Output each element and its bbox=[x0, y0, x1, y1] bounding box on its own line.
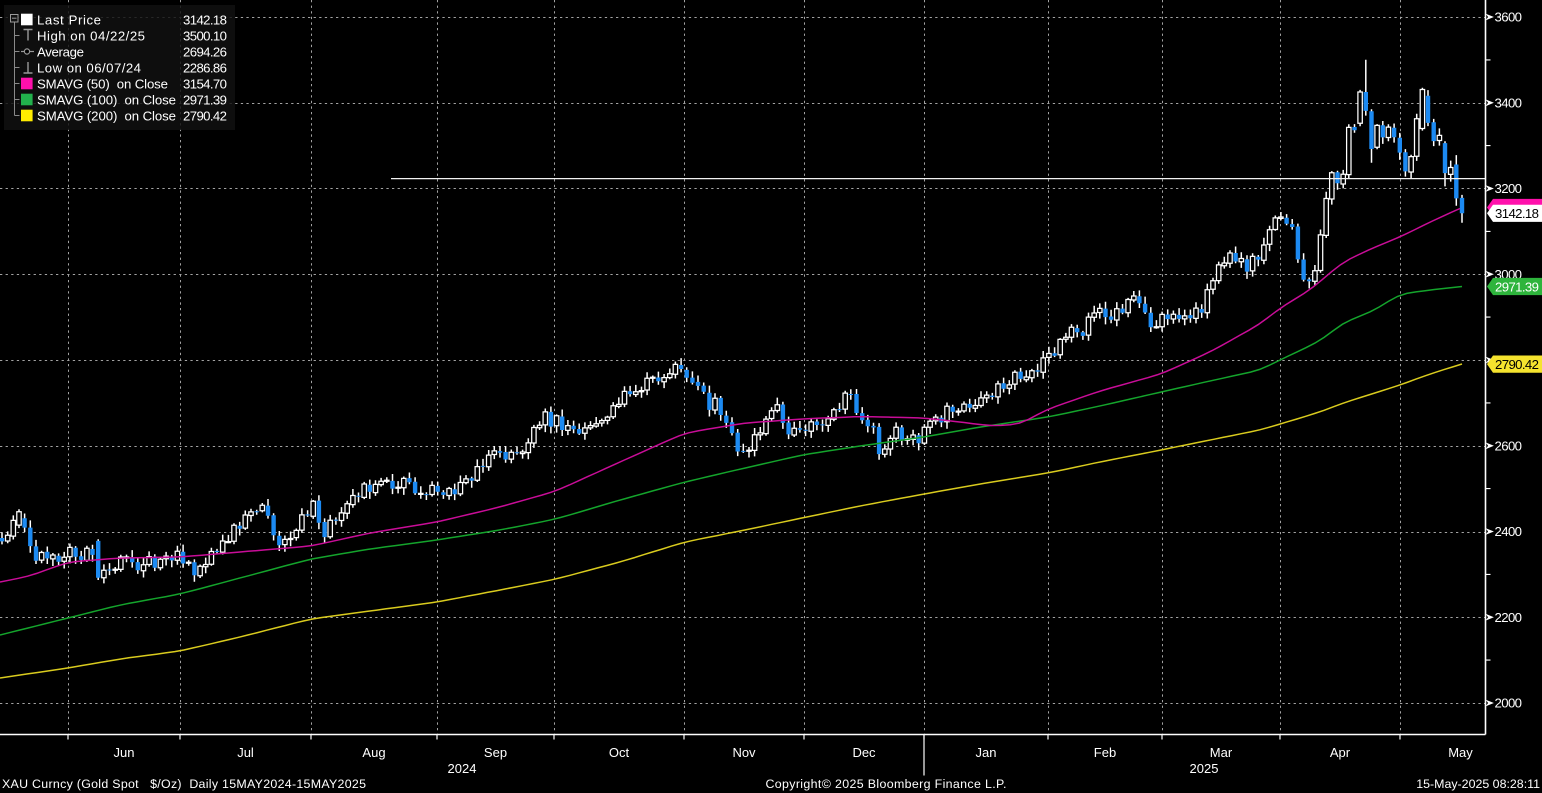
svg-text:SMAVG (50) on Close: SMAVG (50) on Close bbox=[37, 76, 168, 91]
svg-text:2790.42: 2790.42 bbox=[183, 108, 227, 123]
svg-text:3142.18: 3142.18 bbox=[183, 12, 227, 27]
svg-text:2790.42: 2790.42 bbox=[1495, 357, 1539, 372]
svg-text:2971.39: 2971.39 bbox=[183, 92, 227, 107]
svg-text:2024: 2024 bbox=[448, 761, 477, 776]
svg-text:SMAVG (100) on Close: SMAVG (100) on Close bbox=[37, 92, 176, 107]
svg-text:2400: 2400 bbox=[1495, 524, 1523, 539]
svg-text:May: May bbox=[1448, 745, 1473, 760]
svg-text:3154.70: 3154.70 bbox=[183, 76, 227, 91]
svg-text:2200: 2200 bbox=[1495, 610, 1523, 625]
svg-text:2000: 2000 bbox=[1495, 696, 1523, 711]
svg-text:Feb: Feb bbox=[1094, 745, 1116, 760]
svg-text:2286.86: 2286.86 bbox=[183, 60, 227, 75]
svg-text:2971.39: 2971.39 bbox=[1495, 279, 1539, 294]
svg-text:Last Price: Last Price bbox=[37, 12, 101, 27]
svg-text:SMAVG (200) on Close: SMAVG (200) on Close bbox=[37, 108, 176, 123]
svg-text:3600: 3600 bbox=[1495, 10, 1523, 25]
svg-text:3142.18: 3142.18 bbox=[1495, 206, 1539, 221]
svg-text:Jan: Jan bbox=[976, 745, 997, 760]
svg-text:Dec: Dec bbox=[852, 745, 876, 760]
svg-text:Copyright© 2025 Bloomberg Fina: Copyright© 2025 Bloomberg Finance L.P. bbox=[766, 777, 1007, 791]
svg-text:XAU Curncy (Gold Spot $/Oz): XAU Curncy (Gold Spot $/Oz) Daily 15MAY2… bbox=[2, 777, 366, 791]
svg-text:Jul: Jul bbox=[237, 745, 254, 760]
svg-text:3200: 3200 bbox=[1495, 181, 1523, 196]
svg-text:Oct: Oct bbox=[609, 745, 630, 760]
svg-text:High on 04/22/25: High on 04/22/25 bbox=[37, 28, 145, 43]
svg-text:3500.10: 3500.10 bbox=[183, 28, 227, 43]
svg-text:15-May-2025 08:28:11: 15-May-2025 08:28:11 bbox=[1416, 777, 1540, 791]
svg-text:Mar: Mar bbox=[1210, 745, 1233, 760]
svg-text:2025: 2025 bbox=[1190, 761, 1219, 776]
svg-text:Aug: Aug bbox=[362, 745, 385, 760]
svg-text:Low on 06/07/24: Low on 06/07/24 bbox=[37, 60, 141, 75]
svg-text:2694.26: 2694.26 bbox=[183, 44, 227, 59]
svg-text:Apr: Apr bbox=[1330, 745, 1351, 760]
svg-text:2600: 2600 bbox=[1495, 438, 1523, 453]
svg-text:Nov: Nov bbox=[732, 745, 756, 760]
svg-text:Jun: Jun bbox=[114, 745, 135, 760]
svg-text:Average: Average bbox=[37, 44, 84, 59]
svg-text:Sep: Sep bbox=[484, 745, 507, 760]
svg-text:3400: 3400 bbox=[1495, 96, 1523, 111]
